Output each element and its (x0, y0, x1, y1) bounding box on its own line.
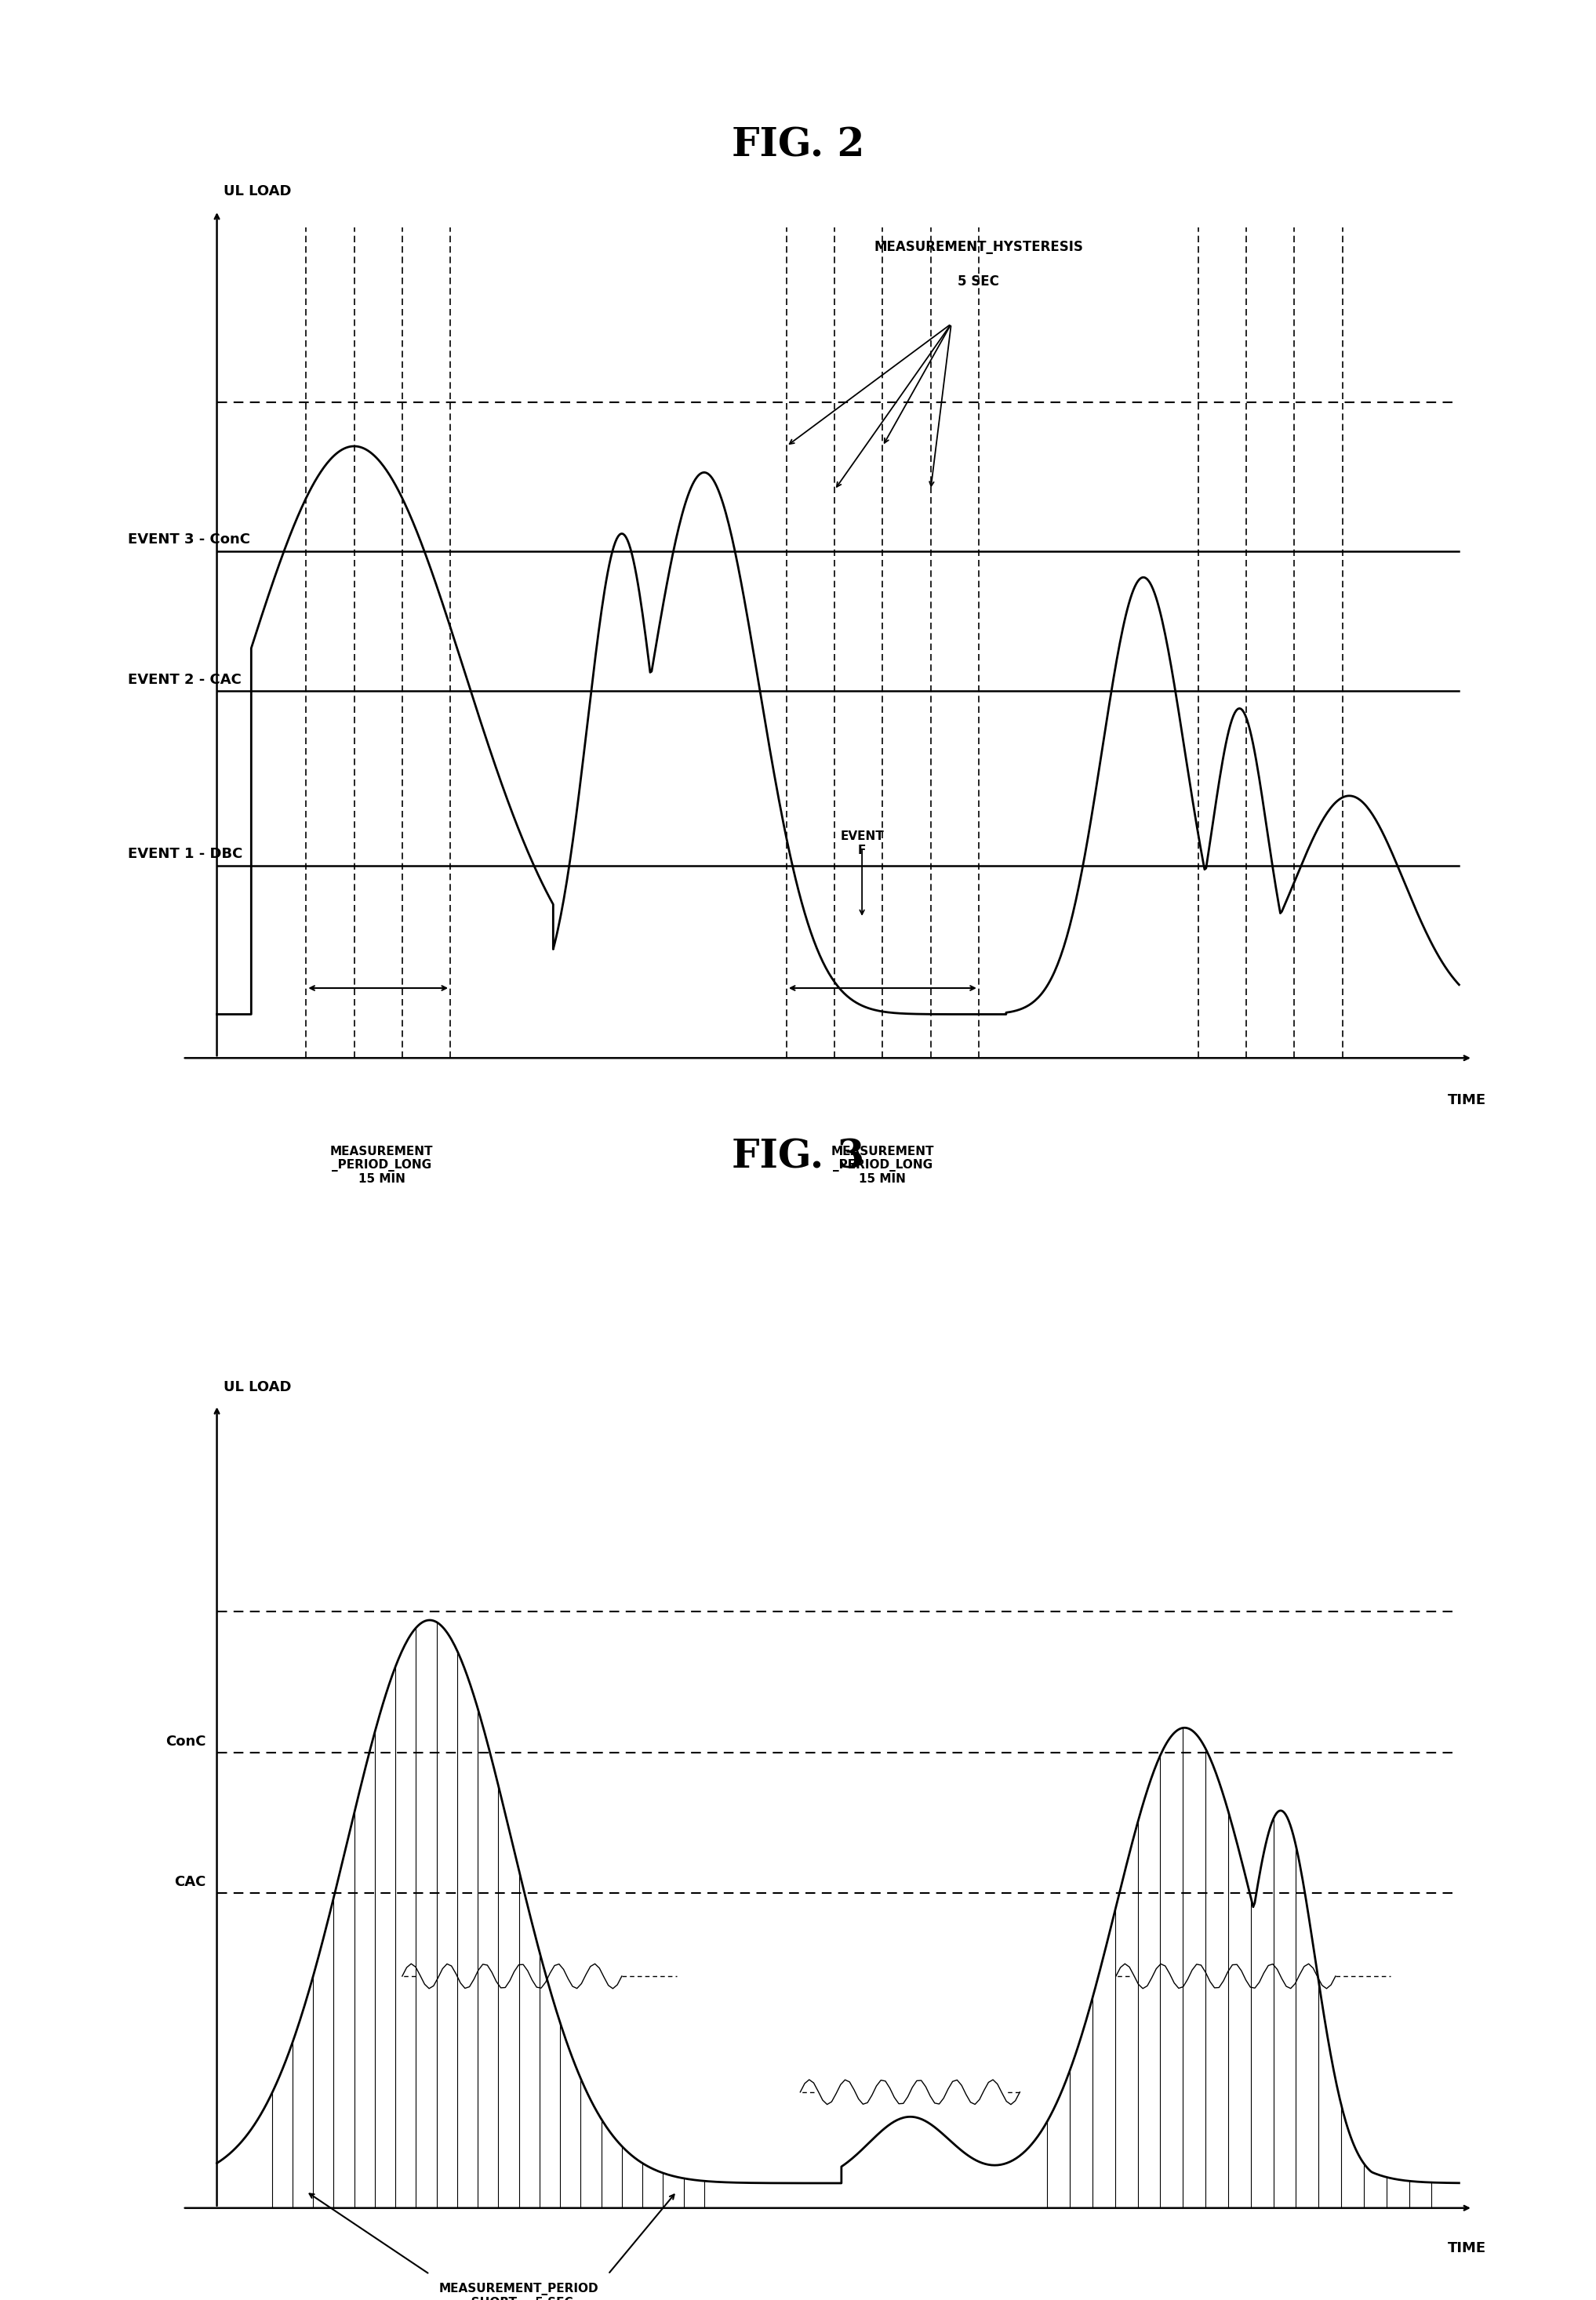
Text: FIG. 2: FIG. 2 (731, 126, 865, 166)
Text: EVENT 2 - CAC: EVENT 2 - CAC (128, 672, 241, 688)
Text: UL LOAD: UL LOAD (223, 184, 292, 198)
Text: MEASUREMENT_HYSTERESIS: MEASUREMENT_HYSTERESIS (875, 239, 1084, 253)
Text: CAC: CAC (174, 1874, 206, 1888)
Text: FIG. 3: FIG. 3 (731, 1138, 865, 1178)
Text: EVENT 1 - DBC: EVENT 1 - DBC (128, 846, 243, 860)
Text: MEASUREMENT
_PERIOD_LONG
15 MIN: MEASUREMENT _PERIOD_LONG 15 MIN (330, 1145, 433, 1184)
Text: TIME: TIME (1448, 2240, 1486, 2256)
Text: UL LOAD: UL LOAD (223, 1380, 292, 1394)
Text: TIME: TIME (1448, 1092, 1486, 1106)
Text: 5 SEC: 5 SEC (958, 274, 999, 290)
Text: EVENT
F: EVENT F (839, 830, 884, 856)
Text: ConC: ConC (166, 1734, 206, 1748)
Text: MEASUREMENT_PERIOD
_SHORT = 5 SEC: MEASUREMENT_PERIOD _SHORT = 5 SEC (439, 2282, 598, 2300)
Text: MEASUREMENT
_PERIOD_LONG
15 MIN: MEASUREMENT _PERIOD_LONG 15 MIN (832, 1145, 934, 1184)
Text: EVENT 3 - ConC: EVENT 3 - ConC (128, 534, 251, 547)
